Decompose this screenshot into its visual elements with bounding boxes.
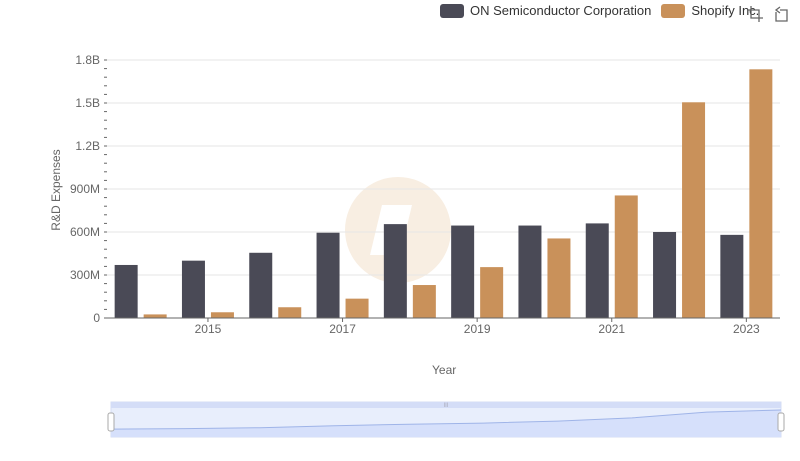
x-tick-label: 2019 <box>464 322 491 336</box>
y-tick-label: 1.2B <box>75 139 100 153</box>
x-axis-title: Year <box>432 363 457 377</box>
bar-on-semiconductor-2015 <box>181 260 205 318</box>
bar-on-semiconductor-2018 <box>383 224 407 318</box>
restore-icon[interactable] <box>772 5 790 23</box>
y-tick-label: 0 <box>93 311 100 325</box>
bar-on-semiconductor-2016 <box>249 252 273 318</box>
bar-shopify-2017 <box>345 298 369 318</box>
bar-shopify-2019 <box>480 267 504 318</box>
bar-on-semiconductor-2023 <box>720 234 744 318</box>
zoom-top-bar <box>111 402 781 408</box>
y-tick-label: 300M <box>70 268 100 282</box>
x-tick-label: 2017 <box>329 322 356 336</box>
x-tick-label: 2021 <box>598 322 625 336</box>
y-tick-label: 1.8B <box>75 53 100 67</box>
zoom-icon[interactable] <box>746 5 764 23</box>
bar-shopify-2022 <box>682 102 706 319</box>
legend-swatch-shopify <box>661 3 686 18</box>
x-tick-label: 2015 <box>195 322 222 336</box>
x-axis: 2015 2017 2019 2021 2023 <box>107 317 780 336</box>
bars <box>114 69 773 319</box>
bar-shopify-2018 <box>412 285 436 318</box>
bar-on-semiconductor-2019 <box>451 225 475 318</box>
bar-shopify-2016 <box>278 307 302 318</box>
y-tick-label: 600M <box>70 225 100 239</box>
bar-shopify-2020 <box>547 238 571 318</box>
data-zoom-slider[interactable]: III <box>107 401 785 438</box>
bar-shopify-2015 <box>210 312 234 318</box>
legend-label-shopify: Shopify Inc. <box>691 3 760 18</box>
bar-shopify-2014 <box>143 314 167 318</box>
bar-shopify-2023 <box>749 69 773 318</box>
zoom-handle-left <box>107 412 115 432</box>
legend-item-shopify[interactable]: Shopify Inc. <box>661 3 759 18</box>
zoom-line <box>110 409 782 430</box>
y-tick-label: 1.5B <box>75 96 100 110</box>
zoom-grip-label: III <box>443 403 448 409</box>
y-axis: 0 300M 600M 900M 1.2B 1.5B 1.8B <box>70 53 107 325</box>
legend-item-on-semiconductor[interactable]: ON Semiconductor Corporation <box>440 3 651 18</box>
legend-swatch-on-semiconductor <box>440 3 464 18</box>
legend-label-on-semiconductor: ON Semiconductor Corporation <box>470 3 652 18</box>
chart-toolbox <box>746 5 790 23</box>
bar-on-semiconductor-2017 <box>316 232 340 318</box>
y-tick-label: 900M <box>70 182 100 196</box>
bar-on-semiconductor-2020 <box>518 225 542 318</box>
bar-on-semiconductor-2014 <box>114 264 138 318</box>
zoom-area <box>111 410 781 437</box>
bar-shopify-2021 <box>614 195 638 318</box>
grid-lines <box>107 59 780 319</box>
x-tick-label: 2023 <box>733 322 760 336</box>
bar-on-semiconductor-2021 <box>585 223 609 318</box>
zoom-handle-right <box>777 412 785 432</box>
bar-on-semiconductor-2022 <box>653 232 677 318</box>
chart-legend: ON Semiconductor Corporation Shopify Inc… <box>440 3 769 18</box>
